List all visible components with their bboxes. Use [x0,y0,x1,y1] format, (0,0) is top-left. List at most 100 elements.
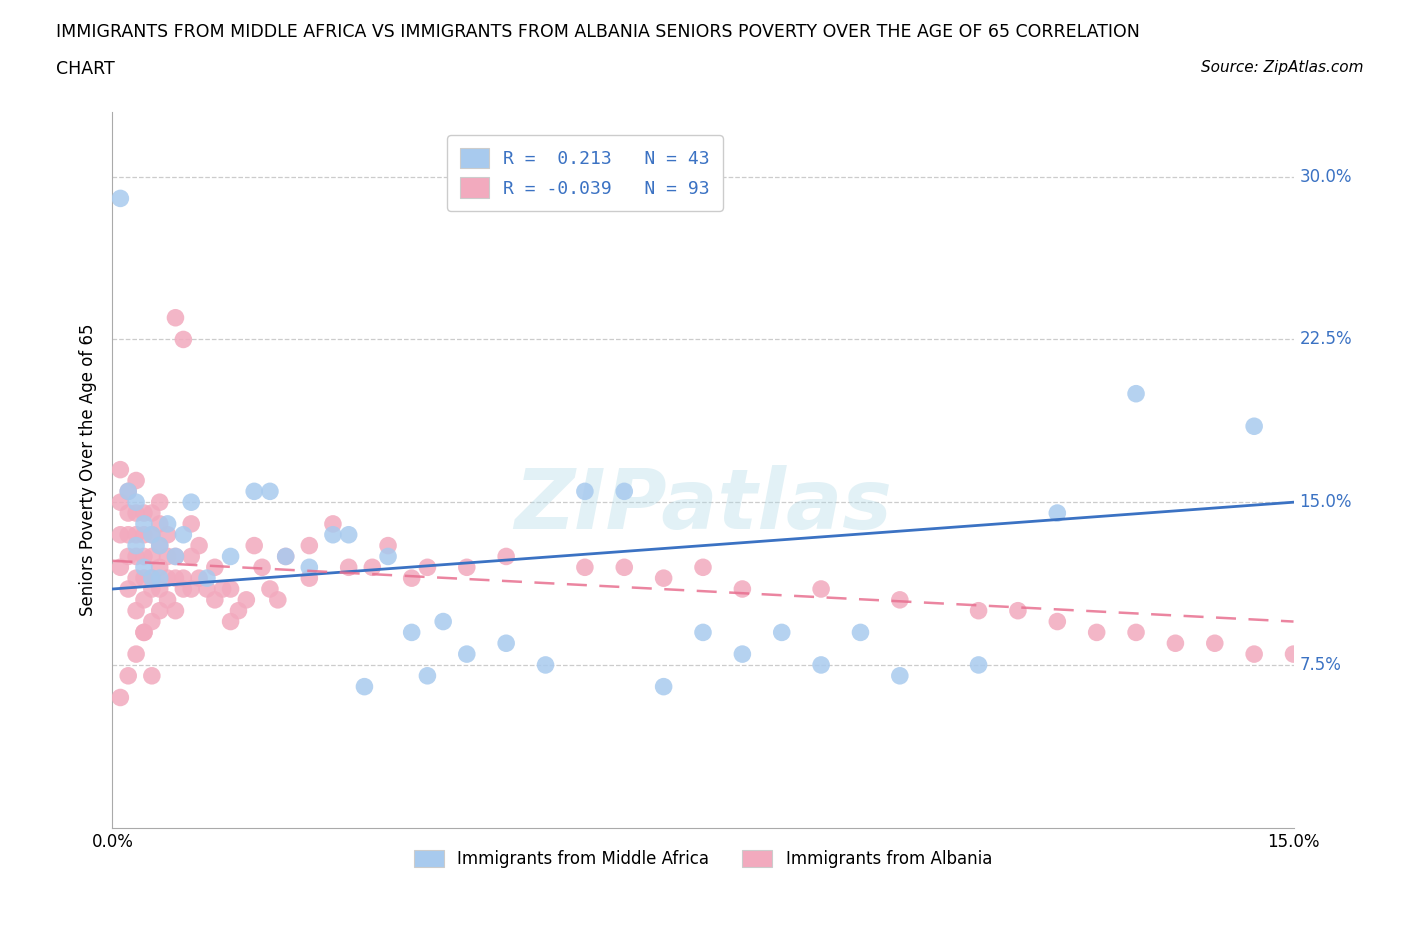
Point [117,581,139,596]
Text: Source: ZipAtlas.com: Source: ZipAtlas.com [1201,60,1364,75]
Point [235,592,257,607]
Point [156,549,179,564]
Point [416,669,439,684]
Text: 15.0%: 15.0% [1299,493,1353,512]
Point [149,604,172,618]
Point [849,625,872,640]
Point [141,527,163,542]
Text: 7.5%: 7.5% [1299,656,1341,674]
Point [259,581,281,596]
Point [613,560,636,575]
Point [692,560,714,575]
Point [117,484,139,498]
Point [1046,614,1069,629]
Point [432,614,454,629]
Point [149,516,172,531]
Point [172,581,194,596]
Point [195,581,218,596]
Point [353,679,375,694]
Point [267,592,290,607]
Point [337,560,360,575]
Point [125,473,148,488]
Point [1282,646,1305,661]
Point [141,581,163,596]
Point [692,625,714,640]
Point [456,560,478,575]
Point [574,560,596,575]
Point [180,516,202,531]
Point [228,604,250,618]
Point [613,484,636,498]
Point [259,484,281,498]
Point [889,669,911,684]
Point [322,527,344,542]
Point [110,191,132,206]
Point [731,646,754,661]
Point [456,646,478,661]
Point [401,625,423,640]
Point [132,516,155,531]
Point [156,527,179,542]
Point [652,679,675,694]
Point [156,516,179,531]
Point [495,549,517,564]
Point [141,571,163,586]
Point [361,560,384,575]
Point [125,549,148,564]
Point [219,581,242,596]
Point [125,495,148,510]
Point [125,538,148,553]
Point [149,538,172,553]
Point [165,571,187,586]
Point [810,658,832,672]
Point [250,560,273,575]
Point [1243,418,1265,433]
Point [243,484,266,498]
Point [125,571,148,586]
Point [141,614,163,629]
Point [132,549,155,564]
Point [1085,625,1108,640]
Point [110,495,132,510]
Point [298,538,321,553]
Point [132,506,155,521]
Point [149,495,172,510]
Point [188,538,211,553]
Point [125,604,148,618]
Point [337,527,360,542]
Point [810,581,832,596]
Point [172,527,194,542]
Point [132,592,155,607]
Text: CHART: CHART [56,60,115,78]
Point [377,538,399,553]
Point [117,549,139,564]
Point [416,560,439,575]
Point [156,592,179,607]
Point [377,549,399,564]
Text: 30.0%: 30.0% [1299,167,1353,186]
Point [731,581,754,596]
Point [149,581,172,596]
Point [1243,646,1265,661]
Point [141,669,163,684]
Point [401,571,423,586]
Point [188,571,211,586]
Point [1007,604,1029,618]
Point [125,646,148,661]
Point [149,571,172,586]
Point [274,549,297,564]
Point [770,625,793,640]
Point [110,690,132,705]
Point [1164,636,1187,651]
Point [180,495,202,510]
Point [117,484,139,498]
Point [172,332,194,347]
Point [132,571,155,586]
Point [298,571,321,586]
Point [110,462,132,477]
Point [165,604,187,618]
Point [110,560,132,575]
Point [652,571,675,586]
Point [149,538,172,553]
Point [149,560,172,575]
